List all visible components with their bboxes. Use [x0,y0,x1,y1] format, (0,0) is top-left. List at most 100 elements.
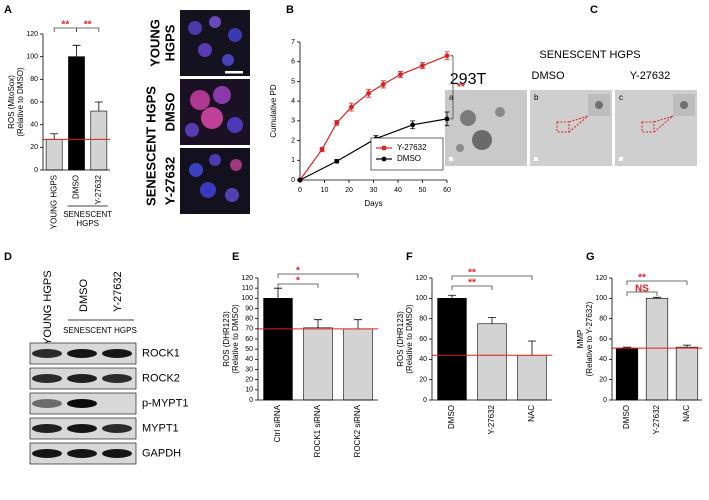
column-label: 293T [450,71,487,88]
zoom-box [556,115,589,133]
blot-row-label: ROCK1 [142,347,180,359]
y-tick-label: 0 [291,177,295,184]
error-bar [488,317,496,324]
blot-row-label: ROCK2 [142,372,180,384]
y-tick-label: 80 [30,76,38,83]
significance-bracket [277,273,359,278]
x-tick-label: YOUNG HGPS [49,175,58,229]
marker [349,104,354,110]
band [32,449,62,458]
y-tick-label: 110 [242,285,253,292]
y-tick-label: 30 [245,366,253,373]
marker [410,122,416,128]
band [67,424,97,433]
y-tick-label: 3 [291,118,295,125]
y-tick-label: 20 [245,377,253,384]
band [67,374,97,383]
x-axis-label: Days [364,199,382,208]
band [67,399,97,408]
x-tick-label: Ctrl siRNA [273,404,282,442]
legend-label: Y-27632 [397,143,427,152]
x-tick-label: Y-27632 [652,404,661,434]
y-tick-label: 90 [245,305,253,312]
bar [343,328,373,401]
panel-letter: F [406,251,413,263]
x-tick-label: 50 [419,187,427,194]
panel-letter: B [286,4,294,16]
y-tick-label: 120 [415,275,427,282]
significance-bracket [277,283,319,288]
cell [198,43,212,57]
zoom-box [641,115,674,133]
x-tick-label: ROCK1 siRNA [313,404,322,457]
colony [680,101,688,109]
bar [477,323,507,401]
error-bar [72,44,81,57]
y-tick-label: 40 [30,122,38,129]
significance-bracket [451,275,533,280]
legend-label: DMSO [397,154,421,163]
error-bar [50,133,59,140]
panel-letter: A [4,4,12,16]
y-tick-label: 100 [26,54,38,61]
band [102,374,132,383]
y-axis-label: (Relative to Y-27632) [585,301,594,376]
significance-label: ** [468,278,476,289]
significance-bracket [76,27,100,32]
colony [460,110,476,126]
y-tick-label: 100 [595,295,607,302]
x-tick-label: DMSO [622,405,631,429]
scale-bar [449,157,453,161]
x-tick-label: NAC [527,405,536,422]
y-tick-label: 80 [419,316,427,323]
error-bar [314,319,322,328]
marker [297,177,303,183]
marker [319,147,325,152]
y-tick-label: 0 [603,397,607,404]
cell [189,163,203,177]
cell [209,154,221,166]
bar [303,327,333,401]
blot-row-label: MYPT1 [142,422,179,434]
blot-row-label: p-MYPT1 [142,397,188,409]
column-label: DMSO [532,70,565,82]
image-tag: c [619,93,623,102]
y-tick-label: 100 [241,295,253,302]
image-tag: b [534,93,539,102]
cell [200,182,216,198]
marker [444,116,450,122]
error-bar [354,319,362,329]
marker [334,120,340,126]
panel-letter: C [590,4,598,16]
significance-label: NS [635,284,649,295]
significance-bracket [626,291,658,296]
band [32,374,62,383]
x-tick-label: Y-27632 [94,174,103,204]
y-tick-label: 0 [249,397,253,404]
panel-letter: G [586,251,595,263]
x-tick-label: ROCK2 siRNA [353,404,362,457]
x-tick-label: DMSO [72,175,81,199]
legend-marker [381,145,387,151]
x-tick-label: 0 [298,187,302,194]
x-tick-label: Y-27632 [487,404,496,434]
y-tick-label: 40 [419,356,427,363]
x-tick-label: DMSO [447,405,456,429]
error-bar [528,340,536,356]
y-tick-label: 20 [599,377,607,384]
band [102,449,132,458]
marker [398,72,403,77]
image-row-label: Y-27632 [162,157,177,205]
image-row-label: DMSO [162,93,177,132]
significance-bracket [626,280,688,285]
y-tick-label: 40 [599,356,607,363]
band [32,399,62,408]
error-bar [653,296,661,299]
marker [420,63,425,69]
bar [263,298,293,401]
image-tag: a [449,93,454,102]
x-tick-label: 30 [370,187,378,194]
blot-row-label: GAPDH [142,447,181,459]
y-tick-label: 120 [595,275,607,282]
y-tick-label: 80 [245,316,253,323]
